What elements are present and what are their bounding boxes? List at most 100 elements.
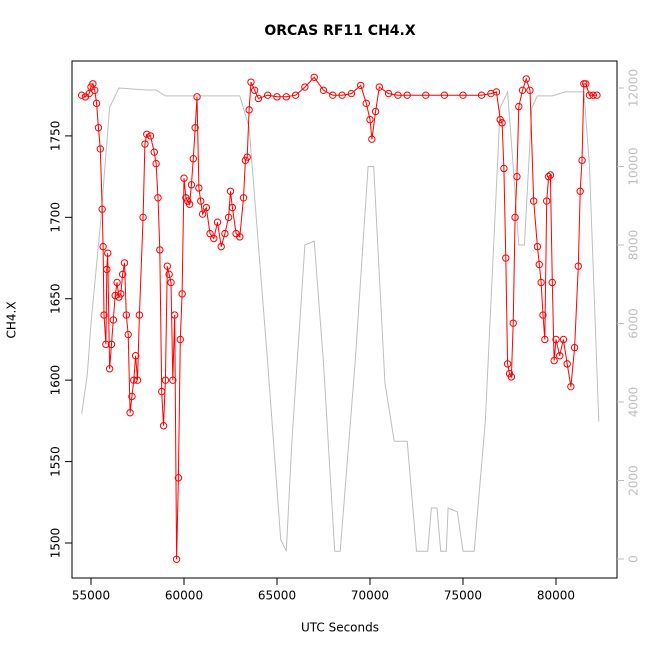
x-axis-label: UTC Seconds <box>301 621 379 635</box>
data-point <box>574 262 583 270</box>
data-point <box>139 213 147 222</box>
data-point <box>195 184 203 192</box>
y-axis-label: CH4.X <box>5 301 19 338</box>
data-point <box>502 254 510 262</box>
data-point <box>245 106 253 114</box>
data-point <box>118 270 127 279</box>
data-point <box>542 197 551 205</box>
x-tick-label: 65000 <box>258 589 296 603</box>
data-point <box>567 382 575 391</box>
data-point <box>459 91 467 99</box>
data-point <box>198 210 207 218</box>
data-point <box>394 91 402 99</box>
data-point <box>128 392 136 401</box>
data-point <box>310 73 318 81</box>
data-point <box>319 86 328 95</box>
data-point <box>362 99 370 108</box>
data-point <box>403 91 411 99</box>
data-point <box>559 335 568 344</box>
data-point <box>193 93 201 101</box>
data-point <box>146 132 155 140</box>
x-tick-label: 60000 <box>165 589 203 603</box>
data-point <box>578 156 586 165</box>
data-point <box>159 422 168 430</box>
data-point <box>143 130 151 138</box>
data-point <box>500 164 508 173</box>
data-point <box>533 242 542 251</box>
y-tick-label: 1500 <box>49 528 63 559</box>
y2-tick-label: 8000 <box>627 230 641 261</box>
data-point <box>368 135 376 143</box>
data-point <box>113 278 121 287</box>
data-point <box>250 86 259 95</box>
y2-tick-label: 12000 <box>627 69 641 107</box>
x-tick-label: 80000 <box>537 589 575 603</box>
y-tick-label: 1650 <box>49 283 63 314</box>
data-point <box>384 89 393 98</box>
data-point <box>239 194 248 202</box>
chart-title: ORCAS RF11 CH4.X <box>264 23 415 39</box>
data-point <box>529 197 538 205</box>
x-tick-label: 75000 <box>444 589 482 603</box>
data-point <box>133 376 142 384</box>
data-point <box>102 340 110 349</box>
data-point <box>375 83 383 91</box>
data-point <box>105 365 114 373</box>
data-point <box>126 409 134 417</box>
data-point <box>191 124 199 132</box>
data-point <box>124 330 132 339</box>
data-point <box>187 181 196 189</box>
data-point <box>104 249 112 257</box>
series-line <box>81 76 597 560</box>
data-point <box>541 335 549 344</box>
data-point <box>582 80 590 88</box>
data-point <box>282 93 291 101</box>
data-point <box>492 88 501 96</box>
data-point <box>107 340 116 349</box>
data-point <box>585 91 594 99</box>
data-point <box>221 229 229 238</box>
y2-tick-label: 0 <box>627 555 641 563</box>
data-point <box>165 270 173 279</box>
x-tick-label: 70000 <box>351 589 389 603</box>
series-line <box>81 87 600 552</box>
data-point <box>98 205 106 213</box>
data-point <box>366 115 374 124</box>
data-point <box>511 213 519 222</box>
data-point <box>178 290 186 298</box>
y-tick-label: 1600 <box>49 365 63 396</box>
data-point <box>135 311 144 319</box>
data-point <box>99 242 107 251</box>
data-point <box>92 99 101 108</box>
data-point <box>552 335 560 344</box>
data-point <box>291 91 300 99</box>
data-point <box>174 474 183 482</box>
x-tick-label: 55000 <box>72 589 110 603</box>
data-point <box>247 78 255 86</box>
data-point <box>169 376 177 384</box>
data-point <box>154 194 162 202</box>
data-point <box>197 197 205 205</box>
data-point <box>185 200 194 208</box>
data-point <box>371 107 380 116</box>
plot-frame <box>71 60 618 579</box>
data-point <box>556 352 564 360</box>
data-point <box>580 80 588 88</box>
data-point <box>347 89 356 98</box>
data-point <box>156 246 164 254</box>
data-point <box>537 278 545 287</box>
data-point <box>226 187 235 195</box>
data-point <box>507 373 516 381</box>
data-point <box>357 81 365 90</box>
data-point <box>570 343 579 352</box>
data-point <box>176 335 184 344</box>
data-point <box>563 360 571 368</box>
data-point <box>120 259 129 267</box>
y-tick-label: 1550 <box>49 446 63 477</box>
data-point <box>338 91 346 99</box>
data-point <box>78 91 86 99</box>
data-point <box>85 89 93 98</box>
y2-tick-label: 10000 <box>627 147 641 185</box>
data-point <box>515 102 523 111</box>
